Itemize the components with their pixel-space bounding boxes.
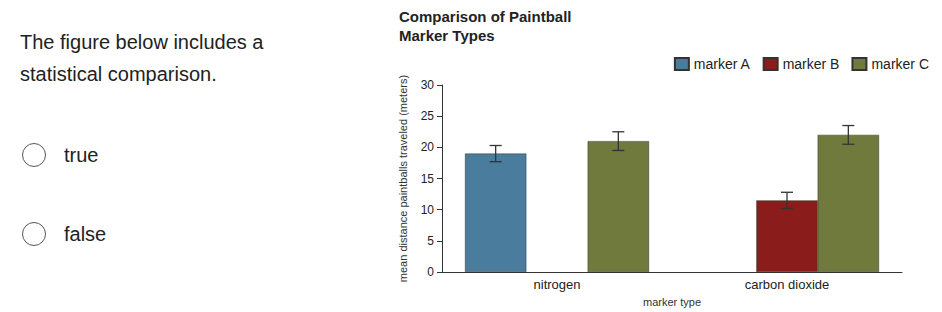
svg-text:30: 30 bbox=[421, 78, 435, 92]
svg-text:mean distance paintballs trave: mean distance paintballs traveled (meter… bbox=[397, 75, 409, 282]
svg-text:15: 15 bbox=[421, 172, 435, 186]
svg-text:marker type: marker type bbox=[643, 296, 701, 308]
svg-text:marker A: marker A bbox=[694, 56, 751, 72]
svg-text:20: 20 bbox=[421, 140, 435, 154]
svg-text:10: 10 bbox=[421, 203, 435, 217]
html-text:false: false bbox=[64, 222, 107, 245]
svg-text:marker B: marker B bbox=[783, 56, 840, 72]
svg-text:0: 0 bbox=[427, 265, 434, 279]
svg-text:Marker Types: Marker Types bbox=[399, 27, 495, 44]
svg-text:Comparison of Paintball: Comparison of Paintball bbox=[399, 8, 576, 25]
svg-text:5: 5 bbox=[427, 234, 434, 248]
svg-text:carbon dioxide: carbon dioxide bbox=[745, 277, 830, 292]
svg-text:nitrogen: nitrogen bbox=[534, 277, 581, 292]
svg-text:marker C: marker C bbox=[871, 56, 929, 72]
html-text:The figure below includes a st: The figure below includes a statistical … bbox=[20, 31, 264, 85]
html-text:true: true bbox=[64, 143, 99, 166]
svg-text:25: 25 bbox=[421, 109, 435, 123]
